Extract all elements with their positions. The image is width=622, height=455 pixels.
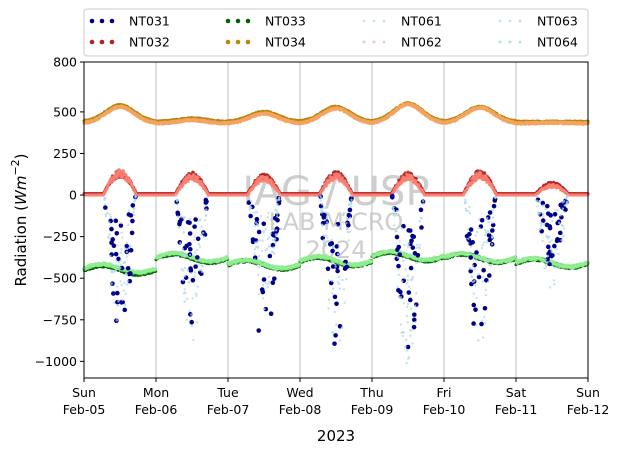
legend-label: NT034: [265, 35, 306, 50]
legend-frame: [83, 8, 589, 57]
legend-marker: [225, 18, 231, 24]
series-layer: [82, 101, 590, 365]
legend-item-nt063: NT063: [498, 14, 578, 29]
data-point: [265, 175, 269, 179]
legend-marker: [109, 18, 115, 24]
data-point: [338, 173, 342, 177]
legend-marker: [372, 19, 376, 23]
legend-label: NT061: [401, 14, 442, 29]
legend-marker: [372, 40, 376, 44]
legend-marker: [99, 18, 105, 24]
legend-item-nt032: NT032: [89, 35, 170, 50]
plot-area: IAG / USP LAB MICRO 2024: [82, 61, 590, 379]
legend-marker: [235, 18, 241, 24]
legend-marker: [518, 40, 522, 44]
legend-marker: [498, 40, 502, 44]
legend-item-nt033: NT033: [225, 14, 306, 29]
legend-label: NT063: [537, 14, 578, 29]
legend-marker: [225, 39, 231, 45]
data-point: [105, 186, 109, 190]
series-nt062: [82, 102, 590, 126]
legend-marker: [382, 19, 386, 23]
legend-marker: [89, 39, 95, 45]
legend-label: NT033: [265, 14, 306, 29]
legend-label: NT031: [129, 14, 170, 29]
legend-marker: [245, 18, 251, 24]
legend-marker: [508, 40, 512, 44]
watermark-line-2: LAB MICRO: [269, 208, 404, 236]
legend-marker: [508, 19, 512, 23]
legend-marker: [109, 39, 115, 45]
data-point: [196, 175, 200, 179]
data-point: [186, 179, 190, 183]
legend-marker: [362, 19, 366, 23]
legend-item-nt061: NT061: [362, 14, 442, 29]
legend-marker: [498, 19, 502, 23]
legend-marker: [235, 39, 241, 45]
legend-item-nt031: NT031: [89, 14, 170, 29]
legend: NT031 NT032 NT033 NT034 NT061 NT062 NT063 NT064: [83, 8, 589, 57]
legend-marker: [245, 39, 251, 45]
legend-marker: [362, 40, 366, 44]
legend-item-nt062: NT062: [362, 35, 442, 50]
vertical-grid: [155, 62, 517, 378]
legend-marker: [89, 18, 95, 24]
legend-item-nt034: NT034: [225, 35, 306, 50]
legend-label: NT064: [537, 35, 578, 50]
legend-marker: [518, 19, 522, 23]
legend-item-nt064: NT064: [498, 35, 578, 50]
data-point: [118, 168, 122, 172]
legend-label: NT062: [401, 35, 442, 50]
legend-label: NT032: [129, 35, 170, 50]
legend-marker: [382, 40, 386, 44]
legend-marker: [99, 39, 105, 45]
data-point: [340, 176, 344, 180]
